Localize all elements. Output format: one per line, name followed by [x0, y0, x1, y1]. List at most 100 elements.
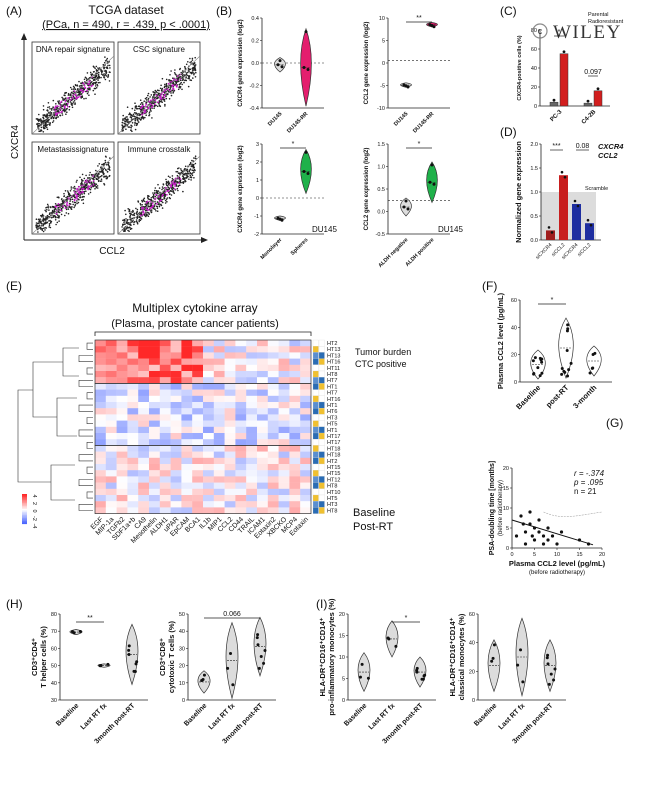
heatmap-cell	[116, 414, 128, 421]
panel-a-subplots: DNA repair signature CSC signatureMetasta…	[31, 41, 201, 235]
heatmap-cell	[105, 402, 117, 409]
scatter-point	[134, 109, 136, 111]
scatter-point	[193, 168, 196, 171]
scatter-point	[40, 220, 42, 223]
scatter-point	[104, 161, 107, 164]
scatter-point	[139, 108, 142, 111]
scatter-point	[44, 229, 46, 231]
signature-point	[145, 201, 148, 204]
heatmap-cell	[116, 352, 128, 359]
heatmap-cell	[159, 457, 171, 465]
heatmap-cell	[149, 408, 160, 415]
panel-h-violin-point	[255, 636, 259, 640]
signature-point	[149, 103, 152, 106]
panel-h-violin-point	[262, 661, 266, 665]
scatter-point	[90, 173, 93, 176]
heatmap-cell	[224, 389, 236, 396]
panel-f-violin-point	[560, 367, 564, 371]
heatmap-cell	[159, 408, 171, 415]
panel-a-label-bg	[119, 143, 199, 155]
heatmap-cell	[224, 352, 236, 359]
scatter-point	[185, 72, 188, 74]
scatter-point	[51, 115, 54, 118]
tumor-burden-annotation	[312, 370, 319, 378]
heatmap-cell	[192, 408, 204, 415]
panel-d-label: (D)	[500, 125, 517, 139]
heatmap-cell	[105, 408, 117, 415]
scatter-point	[163, 191, 165, 194]
scatter-point	[106, 57, 109, 60]
signature-point	[84, 86, 87, 89]
scatter-point	[168, 181, 170, 184]
signature-point	[81, 191, 84, 193]
heatmap-cell	[170, 402, 182, 409]
heatmap-cell	[192, 426, 204, 434]
panel-f-violin-point	[569, 361, 573, 365]
heatmap-cell	[203, 346, 214, 353]
panel-c-legend-radioresistant: Radioresistant	[588, 19, 624, 25]
scatter-point	[164, 190, 166, 192]
tumor-burden-annotation	[312, 463, 319, 471]
heatmap-cell	[192, 495, 204, 502]
scatter-point	[154, 104, 156, 107]
panel-i-violin-point	[394, 644, 398, 648]
heatmap-cell	[105, 495, 117, 502]
panel-b-violin-point	[432, 182, 436, 186]
scatter-point	[151, 196, 154, 198]
signature-point	[142, 213, 144, 216]
heatmap-cell	[246, 426, 258, 434]
tumor-burden-annotation	[312, 501, 319, 508]
scatter-point	[77, 201, 80, 204]
scatter-point	[184, 65, 186, 68]
panel-d-category: siCXCR4	[535, 242, 554, 261]
heatmap-cell	[213, 364, 225, 372]
heatmap-cell	[278, 507, 290, 514]
heatmap-row-label: HT3	[327, 415, 337, 421]
ctc-annotation	[318, 457, 325, 465]
scatter-point	[56, 221, 59, 224]
scatter-point	[103, 70, 106, 72]
heatmap-cell	[149, 433, 160, 440]
scatter-point	[192, 63, 195, 65]
heatmap-cell	[278, 488, 290, 496]
panel-i-plot-ytick-label: 20	[469, 669, 475, 675]
panel-e-label: (E)	[6, 279, 22, 293]
scatter-point	[109, 157, 111, 159]
scatter-point	[173, 192, 175, 194]
scatter-point	[177, 88, 180, 91]
heatmap-cell	[192, 457, 204, 465]
panel-f-violin-point	[563, 370, 567, 374]
heatmap-cell	[278, 371, 290, 378]
panel-b-plot-ytick-label: 3	[256, 142, 259, 148]
heatmap-cell	[116, 445, 128, 452]
scatter-point	[71, 206, 73, 208]
ctc-annotation	[318, 488, 325, 496]
heatmap-row-label: HT11	[327, 366, 340, 372]
scatter-point	[183, 178, 186, 180]
scatter-point	[164, 103, 166, 106]
panel-i-violin-point	[358, 675, 362, 679]
scatter-point	[170, 70, 172, 72]
scatter-point	[100, 171, 103, 173]
scatter-point	[65, 113, 67, 115]
heatmap-row-label: HT8	[327, 484, 337, 490]
heatmap-cell	[246, 470, 258, 477]
scatter-point	[61, 114, 64, 116]
signature-point	[143, 112, 145, 114]
signature-point	[152, 205, 154, 208]
heatmap-cell	[138, 439, 150, 446]
scatter-point	[67, 92, 70, 95]
scatter-point	[153, 101, 155, 103]
heatmap-row-label: HT5	[327, 422, 337, 428]
scatter-point	[67, 208, 70, 210]
signature-point	[142, 207, 145, 209]
panel-g-ylabel2: (before radiotherapy)	[498, 480, 504, 536]
panel-d-bar	[546, 230, 555, 240]
heatmap-cell	[257, 470, 268, 477]
panel-d-ylabel: Normalized gene expression	[514, 141, 523, 243]
scatter-point	[65, 208, 68, 211]
scatter-point	[161, 101, 163, 103]
heatmap-cell	[127, 414, 139, 421]
heatmap-cell	[257, 476, 268, 483]
scatter-point	[97, 68, 100, 70]
